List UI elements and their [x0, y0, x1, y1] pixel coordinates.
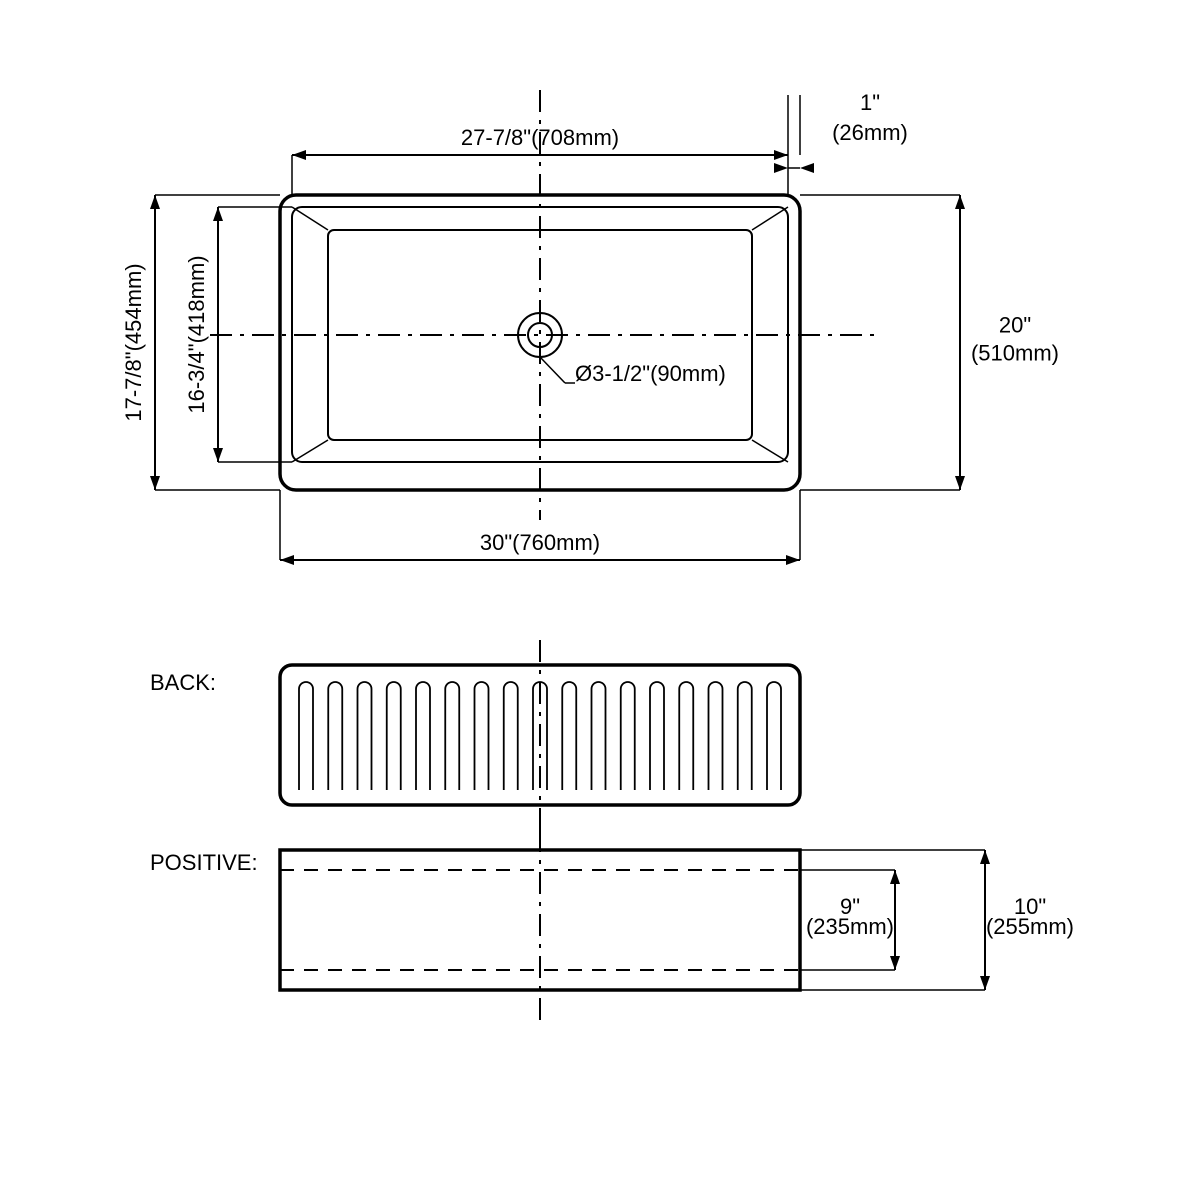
dim-front-outer-mm: (255mm): [986, 914, 1074, 939]
dim-inner-height: 16-3/4"(418mm): [184, 255, 209, 413]
label-back: BACK:: [150, 670, 216, 695]
dim-inner-width: 27-7/8"(708mm): [461, 125, 619, 150]
dim-right-mm: (510mm): [971, 341, 1059, 366]
dim-outer-width: 30"(760mm): [480, 530, 600, 555]
label-positive: POSITIVE:: [150, 850, 258, 875]
dim-front-inner-mm: (235mm): [806, 914, 894, 939]
dim-right-in: 20": [999, 313, 1031, 338]
dim-outer-height: 17-7/8"(454mm): [121, 263, 146, 421]
dim-drain: Ø3-1/2"(90mm): [575, 361, 726, 386]
dim-wall-mm: (26mm): [832, 120, 908, 145]
dim-wall-in: 1": [860, 90, 880, 115]
